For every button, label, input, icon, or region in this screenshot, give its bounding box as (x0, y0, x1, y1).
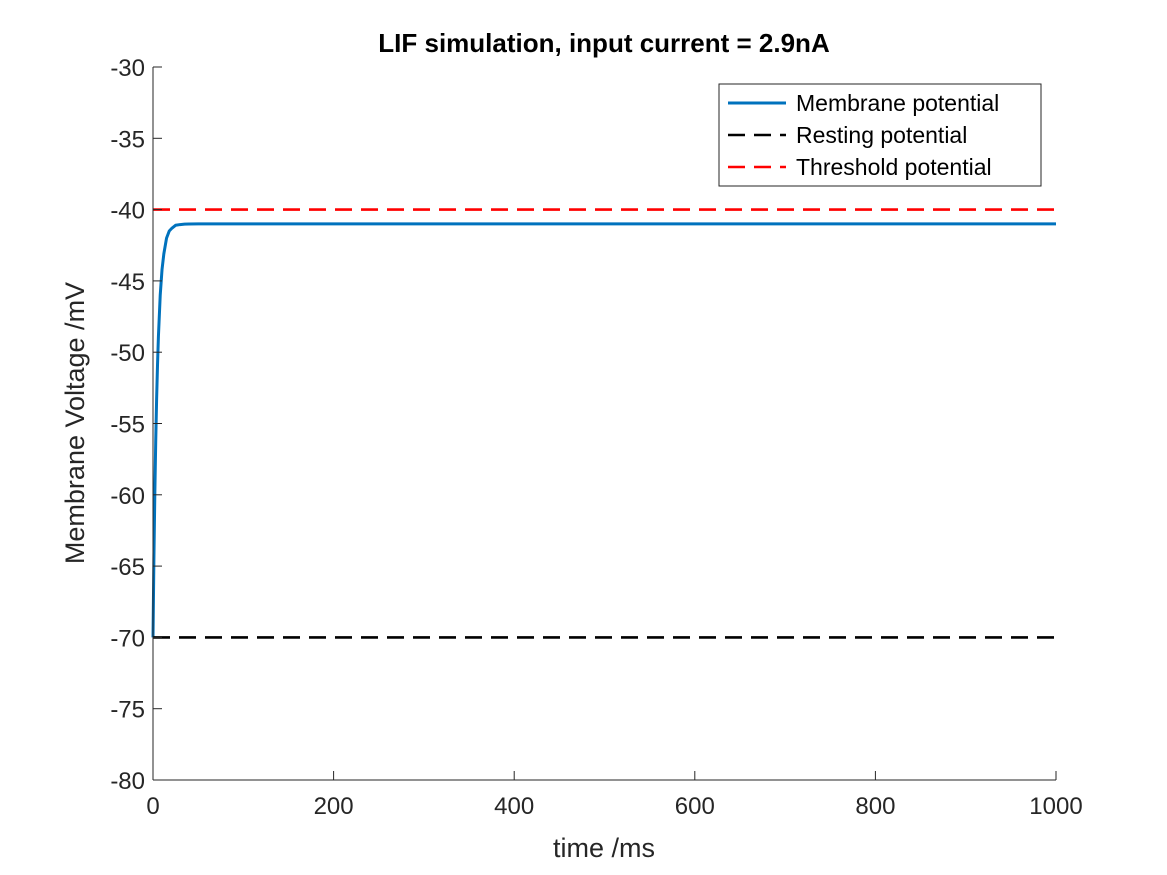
y-tick-label: -45 (110, 269, 145, 296)
y-tick-label: -55 (110, 412, 145, 439)
x-tick-label: 800 (855, 793, 895, 820)
chart-title: LIF simulation, input current = 2.9nA (378, 28, 830, 58)
ticks-layer: 0 200 400 600 800 1000 -80 -75 -70 -65 -60 -55 -50 -4… (110, 55, 1082, 820)
series-line-membrane-potential (151, 222, 1056, 638)
legend: Membrane potential Resting potential Thres… (718, 83, 1042, 187)
y-tick-label: -75 (110, 697, 145, 724)
y-axis-title: Membrane Voltage /mV (60, 282, 90, 564)
x-tick-label: 0 (146, 793, 159, 820)
series-layer (151, 208, 1056, 639)
y-tick-label: -50 (110, 340, 145, 367)
y-tick-label: -70 (110, 625, 145, 652)
x-tick-label: 200 (314, 793, 354, 820)
y-tick-label: -35 (110, 126, 145, 153)
legend-items: Membrane potential Resting potential Thres… (728, 90, 999, 180)
y-tick-label: -60 (110, 483, 145, 510)
y-tick-label: -80 (110, 768, 145, 795)
x-tick-label: 600 (675, 793, 715, 820)
legend-box (718, 83, 1042, 187)
y-tick-label: -65 (110, 554, 145, 581)
x-axis-title: time /ms (553, 833, 655, 863)
x-tick-label: 400 (494, 793, 534, 820)
x-tick-label: 1000 (1029, 793, 1082, 820)
legend-label: Resting potential (796, 122, 967, 148)
y-tick-label: -40 (110, 198, 145, 225)
legend-label: Threshold potential (796, 154, 992, 180)
legend-label: Membrane potential (796, 90, 999, 116)
y-tick-label: -30 (110, 55, 145, 82)
